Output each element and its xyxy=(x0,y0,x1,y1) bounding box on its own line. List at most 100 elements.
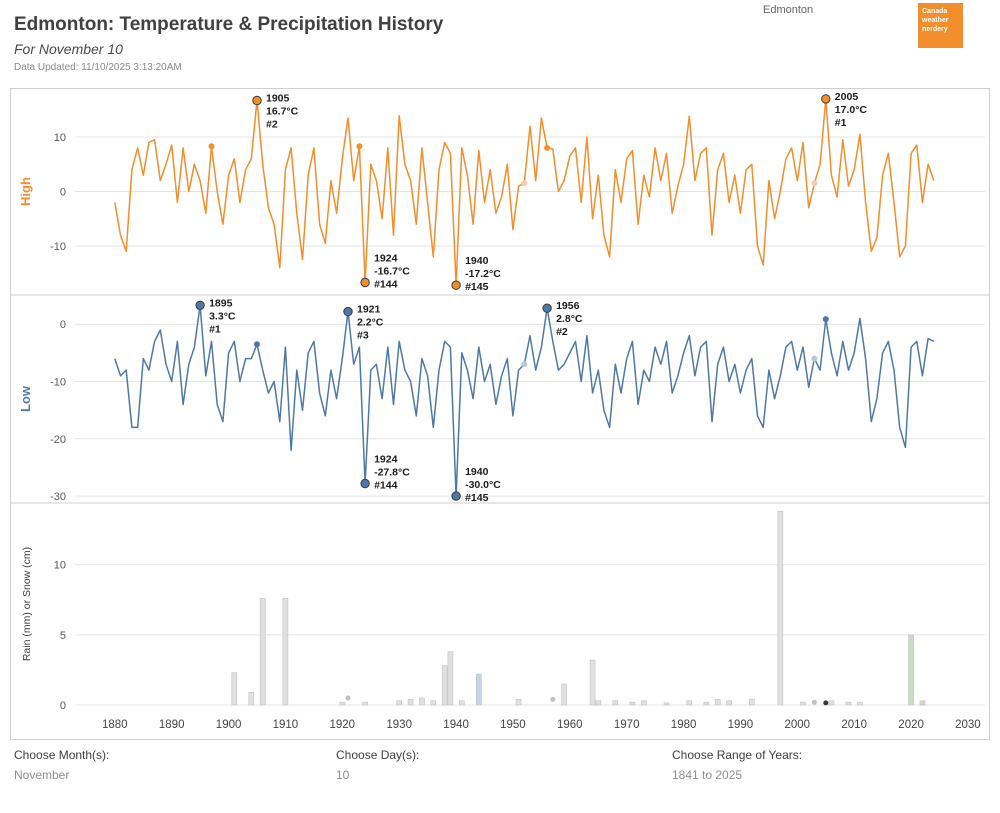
precip-marker-dot[interactable] xyxy=(823,700,829,706)
filter-day-value[interactable]: 10 xyxy=(336,768,350,782)
precip-marker-dot[interactable] xyxy=(550,696,556,702)
record-dot[interactable] xyxy=(451,491,461,501)
precip-bar[interactable] xyxy=(515,699,522,706)
precip-bar[interactable] xyxy=(589,659,596,706)
precip-bar[interactable] xyxy=(777,511,784,706)
precip-bar[interactable] xyxy=(259,598,266,706)
faint-marker-dot[interactable] xyxy=(521,180,528,187)
low-series-line[interactable] xyxy=(114,304,935,497)
x-tick-label: 2020 xyxy=(898,719,924,731)
x-tick-label: 1980 xyxy=(671,719,697,731)
record-annotation: #145 xyxy=(465,281,489,293)
y-tick-label: -20 xyxy=(50,434,66,446)
top5-marker-dot[interactable] xyxy=(254,341,260,348)
precip-bar[interactable] xyxy=(248,692,255,706)
precip-bar[interactable] xyxy=(800,701,806,706)
precip-bar[interactable] xyxy=(561,683,567,706)
precip-bar[interactable] xyxy=(231,672,238,706)
y-tick-label: 0 xyxy=(60,319,66,331)
precip-marker-dot[interactable] xyxy=(811,699,817,705)
precip-bar[interactable] xyxy=(407,699,414,706)
y-tick-label: -30 xyxy=(50,491,66,503)
record-dot[interactable] xyxy=(542,303,552,313)
precip-bar[interactable] xyxy=(703,701,710,706)
precip-bar[interactable] xyxy=(714,699,721,706)
x-tick-label: 1920 xyxy=(330,719,356,731)
filter-year-range-label: Choose Range of Years: xyxy=(672,748,803,762)
y-tick-label: 5 xyxy=(60,630,66,642)
precip-bar[interactable] xyxy=(362,701,368,706)
x-tick-label: 1970 xyxy=(614,719,640,731)
precip-bar[interactable] xyxy=(857,701,863,706)
top5-marker-dot[interactable] xyxy=(822,316,829,323)
record-annotation: #2 xyxy=(556,326,568,338)
record-dot[interactable] xyxy=(360,277,370,288)
precip-bar[interactable] xyxy=(396,700,403,706)
record-annotation: 3.3°C xyxy=(209,310,236,322)
y-tick-label: 10 xyxy=(54,132,66,144)
precip-bar[interactable] xyxy=(447,651,454,706)
record-annotation: 1956 xyxy=(556,300,580,312)
record-annotation: 1940 xyxy=(465,466,489,478)
precip-bar[interactable] xyxy=(430,700,437,706)
record-annotation: 1924 xyxy=(374,454,398,466)
temperature-precip-chart[interactable]: 100-10High190516.7°C#2200517.0°C#11924-1… xyxy=(0,88,1000,745)
precip-bar[interactable] xyxy=(828,700,835,706)
precip-bar[interactable] xyxy=(612,700,619,706)
precip-bar[interactable] xyxy=(919,700,926,706)
high-series-line[interactable] xyxy=(114,98,935,286)
page-title: Edmonton: Temperature & Precipitation Hi… xyxy=(14,14,444,35)
record-dot[interactable] xyxy=(252,95,262,106)
filter-year-range-value[interactable]: 1841 to 2025 xyxy=(672,768,743,782)
record-annotation: 1924 xyxy=(374,253,398,265)
record-dot[interactable] xyxy=(360,478,370,489)
precip-marker-dot[interactable] xyxy=(345,695,351,701)
record-annotation: 1921 xyxy=(357,304,381,316)
filter-month-value[interactable]: November xyxy=(14,768,70,782)
precip-bar[interactable] xyxy=(595,700,602,706)
top5-marker-dot[interactable] xyxy=(208,143,215,150)
top5-marker-dot[interactable] xyxy=(544,144,551,151)
precip-bar[interactable] xyxy=(282,598,289,706)
faint-marker-dot[interactable] xyxy=(521,361,528,368)
panel-ylabel: Low xyxy=(18,385,33,412)
precip-bar[interactable] xyxy=(640,700,647,706)
filter-year-range: Choose Range of Years: 1841 to 2025 xyxy=(672,748,802,782)
record-annotation: -16.7°C xyxy=(374,266,410,278)
precip-bar[interactable] xyxy=(441,665,448,706)
record-dot[interactable] xyxy=(821,94,831,104)
precip-bar[interactable] xyxy=(726,700,732,706)
y-tick-label: 10 xyxy=(54,560,66,572)
precip-bar[interactable] xyxy=(419,697,425,706)
record-annotation: 16.7°C xyxy=(266,106,299,118)
x-tick-label: 1890 xyxy=(159,719,185,731)
precip-bar[interactable] xyxy=(458,700,465,706)
x-tick-label: 1990 xyxy=(728,719,754,731)
y-tick-label: 0 xyxy=(60,700,66,712)
faint-marker-dot[interactable] xyxy=(811,180,818,187)
logo-line-1: Canada xyxy=(922,8,948,15)
precip-bar[interactable] xyxy=(475,673,482,706)
record-annotation: #145 xyxy=(465,492,489,504)
precip-bar[interactable] xyxy=(339,701,346,706)
record-dot[interactable] xyxy=(195,300,205,311)
data-updated-text: Data Updated: 11/10/2025 3:13:20AM xyxy=(14,62,182,73)
precip-bar[interactable] xyxy=(686,700,693,706)
x-tick-label: 2000 xyxy=(785,719,811,731)
precip-bar[interactable] xyxy=(629,701,636,706)
record-annotation: #144 xyxy=(374,279,398,291)
top5-marker-dot[interactable] xyxy=(356,143,363,150)
precip-bar[interactable] xyxy=(748,699,755,706)
record-annotation: 17.0°C xyxy=(835,104,868,116)
record-dot[interactable] xyxy=(451,280,461,290)
filter-day-label: Choose Day(s): xyxy=(336,748,420,762)
precip-bar[interactable] xyxy=(845,701,852,706)
precip-bar[interactable] xyxy=(663,702,670,706)
filter-day: Choose Day(s): 10 xyxy=(336,748,419,782)
x-tick-label: 1900 xyxy=(216,719,242,731)
precip-bar[interactable] xyxy=(908,634,914,706)
record-dot[interactable] xyxy=(343,306,353,317)
filter-bar: Choose Month(s): November Choose Day(s):… xyxy=(0,745,1000,805)
x-tick-label: 1930 xyxy=(386,719,412,731)
faint-marker-dot[interactable] xyxy=(811,355,818,362)
